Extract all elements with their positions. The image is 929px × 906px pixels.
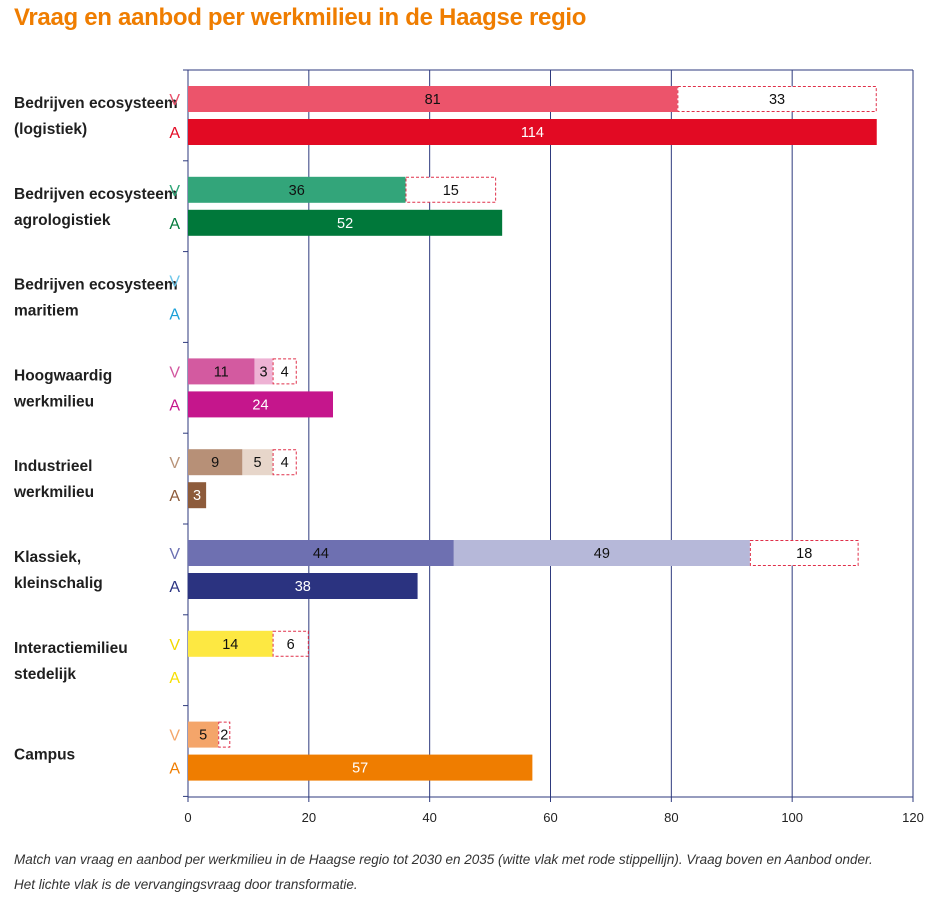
series-letter-v: V xyxy=(169,183,180,200)
bar-segment xyxy=(188,754,533,781)
series-letter-a: A xyxy=(169,488,180,505)
bar-segment xyxy=(188,391,333,418)
data-label: 18 xyxy=(796,546,812,562)
bar-segment-future xyxy=(749,540,859,566)
bar-segment-future xyxy=(272,449,297,476)
data-label: 5 xyxy=(199,728,207,744)
data-label: 38 xyxy=(295,579,311,595)
data-label: 2 xyxy=(220,728,228,744)
data-label: 24 xyxy=(252,397,268,413)
bar-segment-future xyxy=(405,176,497,203)
category-label: werkmilieu xyxy=(13,484,94,501)
series-letter-v: V xyxy=(169,455,180,472)
data-label: 114 xyxy=(521,125,544,141)
bar-segment-future xyxy=(677,86,877,112)
series-letter-a: A xyxy=(169,670,180,687)
caption-line-2: Het lichte vlak is de vervangingsvraag d… xyxy=(14,877,358,892)
series-letter-v: V xyxy=(169,92,180,109)
data-label: 11 xyxy=(214,364,229,380)
bar-segment xyxy=(188,721,219,748)
bar-segment-future xyxy=(272,630,309,657)
data-label: 14 xyxy=(222,637,238,653)
series-letter-v: V xyxy=(169,637,180,654)
data-label: 15 xyxy=(443,183,459,199)
x-tick-label: 40 xyxy=(422,810,436,825)
x-tick-label: 20 xyxy=(302,810,316,825)
data-label: 4 xyxy=(281,455,289,471)
series-letter-a: A xyxy=(169,397,180,414)
bar-segment-future xyxy=(272,358,297,385)
bar-segment xyxy=(254,358,273,385)
series-letter-a: A xyxy=(169,307,180,324)
category-label: Klassiek, xyxy=(14,549,81,566)
category-label: maritiem xyxy=(14,303,79,320)
category-label: Bedrijven ecosysteem xyxy=(14,95,178,112)
x-tick-label: 80 xyxy=(664,810,678,825)
data-label: 3 xyxy=(259,364,267,380)
bar-segment xyxy=(453,540,750,566)
data-label: 4 xyxy=(281,364,289,380)
category-label: Campus xyxy=(14,747,75,764)
data-label: 33 xyxy=(769,92,785,108)
data-label: 81 xyxy=(425,92,441,108)
series-letter-a: A xyxy=(169,761,180,778)
series-letter-a: A xyxy=(169,579,180,596)
bar-segment-future xyxy=(218,721,231,748)
bar-segment xyxy=(188,630,273,657)
x-tick-label: 120 xyxy=(902,810,924,825)
category-label: (logistiek) xyxy=(14,121,87,138)
category-label: Bedrijven ecosysteem xyxy=(14,277,178,294)
category-label: Industrieel xyxy=(14,458,92,475)
bar-segment xyxy=(188,209,503,236)
chart-title: Vraag en aanbod per werkmilieu in de Haa… xyxy=(14,4,587,31)
bar-segment xyxy=(188,449,243,476)
x-tick-label: 0 xyxy=(184,810,191,825)
bar-segment xyxy=(188,86,678,112)
category-label: agrologistiek xyxy=(14,212,111,229)
data-label: 5 xyxy=(253,455,261,471)
data-label: 57 xyxy=(352,761,368,777)
category-label: kleinschalig xyxy=(14,575,103,592)
data-label: 9 xyxy=(211,455,219,471)
series-letter-v: V xyxy=(169,546,180,563)
bar-segment xyxy=(188,482,207,509)
bar-segment xyxy=(188,119,877,145)
bar-segment xyxy=(188,358,255,385)
caption-line-1: Match van vraag en aanbod per werkmilieu… xyxy=(14,852,873,867)
bar-segment xyxy=(188,573,418,599)
series-letter-a: A xyxy=(169,125,180,142)
category-label: Hoogwaardig xyxy=(14,367,112,384)
series-letter-v: V xyxy=(169,274,180,291)
data-label: 49 xyxy=(594,546,610,562)
x-tick-label: 60 xyxy=(543,810,557,825)
series-letter-v: V xyxy=(169,728,180,745)
series-letter-v: V xyxy=(169,364,180,381)
category-label: Bedrijven ecosysteem xyxy=(14,186,178,203)
data-label: 6 xyxy=(287,637,295,653)
data-label: 36 xyxy=(289,183,305,199)
data-label: 3 xyxy=(193,488,201,504)
data-label: 52 xyxy=(337,216,353,232)
bar-segment xyxy=(242,449,273,476)
category-label: stedelijk xyxy=(14,666,76,683)
data-label: 44 xyxy=(313,546,329,562)
bar-segment xyxy=(188,176,406,203)
x-tick-label: 100 xyxy=(781,810,803,825)
category-label: Interactiemilieu xyxy=(14,640,128,657)
series-letter-a: A xyxy=(169,216,180,233)
category-label: werkmilieu xyxy=(13,393,94,410)
bar-segment xyxy=(188,540,454,566)
